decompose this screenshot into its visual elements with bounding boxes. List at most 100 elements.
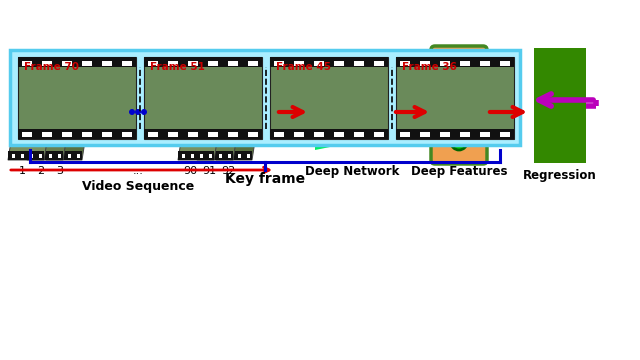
Bar (274, 61, 284, 66)
Bar (237, 154, 241, 158)
Bar (148, 61, 158, 66)
Bar (22, 132, 32, 137)
Bar (270, 57, 388, 139)
Bar (209, 154, 212, 158)
Bar (248, 61, 258, 66)
Bar (188, 132, 198, 137)
Bar (420, 61, 430, 66)
Text: 2: 2 (37, 166, 45, 176)
Circle shape (457, 132, 461, 136)
Bar (270, 57, 388, 67)
Bar (38, 154, 42, 158)
Bar (274, 132, 284, 137)
Bar (188, 61, 198, 66)
Text: Deep Features: Deep Features (411, 165, 508, 178)
Text: 91: 91 (202, 166, 216, 176)
Polygon shape (192, 72, 228, 81)
Bar (44, 75, 47, 79)
Bar (480, 61, 490, 66)
Circle shape (451, 86, 467, 102)
Bar (20, 154, 24, 158)
Polygon shape (230, 72, 266, 81)
Polygon shape (178, 72, 228, 160)
Bar (214, 75, 218, 79)
Circle shape (135, 109, 141, 115)
Polygon shape (216, 151, 252, 160)
Bar (314, 61, 324, 66)
Bar (228, 61, 238, 66)
Bar (42, 132, 52, 137)
Bar (18, 129, 136, 139)
Bar (314, 132, 324, 137)
Bar (232, 75, 236, 79)
Bar (22, 61, 32, 66)
Bar (242, 75, 244, 79)
Polygon shape (22, 72, 58, 81)
Polygon shape (211, 72, 247, 81)
Bar (396, 57, 514, 67)
Bar (205, 75, 208, 79)
Polygon shape (197, 151, 233, 160)
Text: Deep Network: Deep Network (305, 165, 399, 178)
Circle shape (457, 120, 461, 124)
Bar (72, 75, 75, 79)
Text: Frame 51: Frame 51 (150, 62, 205, 72)
Bar (354, 132, 364, 137)
Polygon shape (8, 151, 44, 160)
Text: 92: 92 (221, 166, 235, 176)
Bar (62, 61, 72, 66)
Bar (12, 154, 15, 158)
Bar (374, 132, 384, 137)
Bar (210, 154, 212, 158)
Text: ...: ... (132, 166, 143, 176)
Bar (52, 75, 56, 79)
Bar (191, 154, 194, 158)
Bar (63, 75, 66, 79)
Bar (42, 61, 52, 66)
Bar (144, 57, 262, 67)
Bar (396, 57, 514, 139)
Bar (234, 75, 237, 79)
Bar (40, 154, 43, 158)
Bar (102, 61, 112, 66)
Bar (440, 132, 450, 137)
Bar (420, 132, 430, 137)
Bar (294, 61, 304, 66)
Bar (91, 75, 94, 79)
Bar (440, 61, 450, 66)
Text: 1: 1 (19, 166, 26, 176)
Polygon shape (315, 70, 390, 150)
Text: Frame 45: Frame 45 (276, 62, 331, 72)
Bar (400, 61, 410, 66)
Bar (400, 132, 410, 137)
Bar (62, 132, 72, 137)
Bar (26, 75, 29, 79)
Bar (168, 132, 178, 137)
Bar (10, 50, 520, 145)
Bar (246, 154, 250, 158)
Bar (82, 75, 84, 79)
Polygon shape (27, 151, 63, 160)
Bar (214, 75, 217, 79)
Bar (45, 75, 48, 79)
Bar (50, 154, 53, 158)
Polygon shape (216, 72, 266, 160)
Bar (252, 75, 255, 79)
Bar (18, 57, 136, 139)
Bar (500, 61, 510, 66)
Text: Key frame: Key frame (225, 172, 305, 186)
Bar (49, 154, 52, 158)
Bar (35, 75, 38, 79)
Bar (223, 75, 226, 79)
Bar (148, 132, 158, 137)
Bar (59, 154, 62, 158)
Circle shape (451, 134, 467, 150)
FancyBboxPatch shape (431, 46, 487, 164)
Polygon shape (41, 72, 77, 81)
Bar (200, 154, 203, 158)
Circle shape (141, 109, 147, 115)
Text: Regression: Regression (523, 169, 597, 182)
Polygon shape (27, 72, 77, 160)
Bar (228, 154, 232, 158)
Bar (18, 57, 136, 67)
